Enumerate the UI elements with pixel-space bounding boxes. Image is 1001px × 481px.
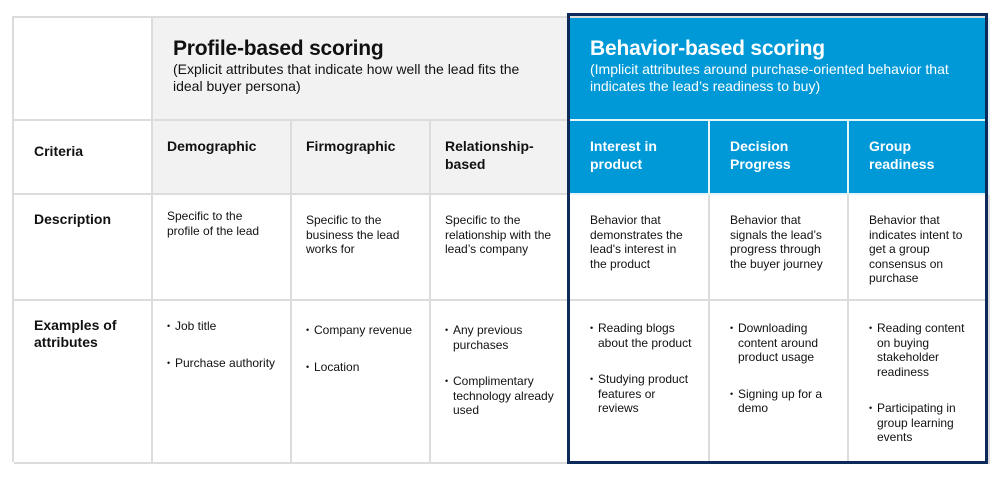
examples-decision: Downloading content around product usage…: [710, 301, 849, 464]
example-item: Location: [306, 360, 415, 375]
column-header-decision: Decision Progress: [710, 121, 849, 195]
example-item: Job title: [167, 319, 276, 334]
description-group: Behavior that indicates intent to get a …: [849, 195, 990, 301]
example-item: Company revenue: [306, 323, 415, 338]
examples-demographic: Job title Purchase authority: [153, 301, 292, 464]
example-item: Reading blogs about the product: [590, 321, 694, 350]
column-header-firmographic: Firmographic: [292, 121, 431, 195]
example-item: Signing up for a demo: [730, 387, 833, 416]
example-item: Purchase authority: [167, 356, 276, 371]
example-item: Any previous purchases: [445, 323, 554, 352]
row-label-examples: Examples of attributes: [14, 301, 153, 464]
lead-scoring-table: Profile-based scoring (Explicit attribut…: [12, 16, 990, 464]
description-demographic: Specific to the profile of the lead: [153, 195, 292, 301]
behavior-group-header: Behavior-based scoring (Implicit attribu…: [570, 18, 990, 121]
example-item: Complimentary technology already used: [445, 374, 554, 418]
examples-interest: Reading blogs about the product Studying…: [570, 301, 710, 464]
examples-relationship: Any previous purchases Complimentary tec…: [431, 301, 570, 464]
description-firmographic: Specific to the business the lead works …: [292, 195, 431, 301]
examples-group: Reading content on buying stakeholder re…: [849, 301, 990, 464]
column-header-relationship: Relationship-based: [431, 121, 570, 195]
row-label-description: Description: [14, 195, 153, 301]
example-item: Reading content on buying stakeholder re…: [869, 321, 974, 379]
description-interest: Behavior that demonstrates the lead's in…: [570, 195, 710, 301]
behavior-group-subtitle: (Implicit attributes around purchase-ori…: [590, 61, 949, 94]
example-item: Downloading content around product usage: [730, 321, 833, 365]
profile-group-header: Profile-based scoring (Explicit attribut…: [153, 18, 570, 121]
description-decision: Behavior that signals the lead’s progres…: [710, 195, 849, 301]
examples-firmographic: Company revenue Location: [292, 301, 431, 464]
example-item: Participating in group learning events: [869, 401, 974, 445]
column-header-group: Group readiness: [849, 121, 990, 195]
example-item: Studying product features or reviews: [590, 372, 694, 416]
profile-group-subtitle: (Explicit attributes that indicate how w…: [173, 61, 520, 94]
row-label-criteria: Criteria: [14, 121, 153, 195]
behavior-group-title: Behavior-based scoring: [590, 37, 825, 60]
description-relationship: Specific to the relationship with the le…: [431, 195, 570, 301]
corner-cell: [14, 18, 153, 121]
profile-group-title: Profile-based scoring: [173, 37, 384, 60]
column-header-interest: Interest in product: [570, 121, 710, 195]
column-header-demographic: Demographic: [153, 121, 292, 195]
